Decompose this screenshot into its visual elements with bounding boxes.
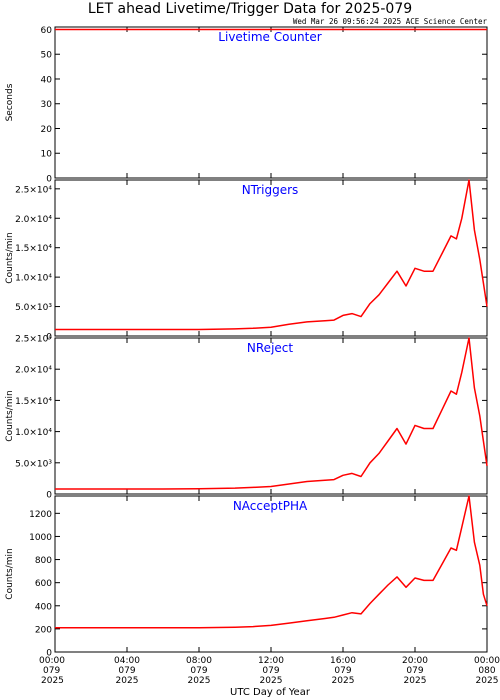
x-tick-label-year: 2025 [260, 676, 283, 686]
x-tick-label-doy: 079 [118, 666, 135, 676]
y-tick-label: 1000 [29, 533, 52, 543]
y-tick-label: 30 [41, 100, 53, 110]
series-line [55, 337, 488, 490]
y-axis-label: Seconds [5, 83, 15, 121]
series-line [55, 495, 488, 629]
y-tick-label: 60 [41, 26, 53, 36]
x-tick-label-year: 2025 [116, 676, 139, 686]
x-tick-label-time: 08:00 [186, 656, 212, 666]
x-axis-label: UTC Day of Year [230, 687, 311, 698]
x-tick-label-time: 00:00 [474, 656, 500, 666]
x-tick-label-time: 16:00 [330, 656, 356, 666]
y-tick-label: 1.0×10⁴ [15, 428, 52, 438]
x-tick-label-year: 2025 [404, 676, 427, 686]
timestamp-note: Wed Mar 26 09:56:24 2025 ACE Science Cen… [293, 17, 488, 26]
series-line [55, 179, 488, 331]
y-axis-label: Counts/min [5, 390, 15, 441]
series-name-label: NAcceptPHA [233, 499, 308, 513]
series-name-label: Livetime Counter [218, 30, 321, 44]
y-tick-label: 800 [35, 556, 52, 566]
x-tick-label-doy: 079 [262, 666, 279, 676]
chart-title: LET ahead Livetime/Trigger Data for 2025… [88, 1, 412, 17]
x-tick-label-doy: 079 [190, 666, 207, 676]
series-name-label: NTriggers [242, 183, 299, 197]
x-tick-label-doy: 080 [478, 666, 495, 676]
y-tick-label: 50 [41, 51, 53, 61]
y-tick-label: 200 [35, 625, 52, 635]
y-tick-label: 5.0×10³ [15, 303, 52, 313]
x-tick-label-year: 2025 [188, 676, 211, 686]
y-tick-label: 20 [41, 125, 53, 135]
x-tick-label-year: 2025 [41, 676, 64, 686]
y-tick-label: 0 [46, 649, 52, 659]
y-tick-label: 400 [35, 602, 52, 612]
plot-frame [54, 495, 488, 653]
y-tick-label: 40 [41, 75, 53, 85]
y-tick-label: 5.0×10³ [15, 459, 52, 469]
y-tick-label: 1.0×10⁴ [15, 274, 52, 284]
x-tick-label-time: 00:00 [39, 656, 65, 666]
y-tick-label: 1.5×10⁴ [15, 397, 52, 407]
x-tick-label-time: 20:00 [402, 656, 428, 666]
y-tick-label: 600 [35, 579, 52, 589]
y-tick-label: 2.0×10⁴ [15, 366, 52, 376]
y-tick-label: 0 [46, 333, 52, 343]
x-tick-label-doy: 079 [406, 666, 423, 676]
y-tick-label: 1.5×10⁴ [15, 244, 52, 254]
x-tick-label-year: 2025 [476, 676, 499, 686]
x-tick-label-time: 12:00 [258, 656, 284, 666]
y-tick-label: 2.5×10⁴ [15, 335, 52, 345]
plot-frame [54, 337, 488, 495]
y-tick-label: 0 [46, 491, 52, 501]
x-tick-label-doy: 079 [334, 666, 351, 676]
series-name-label: NReject [247, 341, 293, 355]
y-tick-label: 10 [41, 150, 53, 160]
x-tick-label-time: 04:00 [114, 656, 140, 666]
y-tick-label: 2.5×10⁴ [15, 185, 52, 195]
y-tick-label: 1200 [29, 510, 52, 520]
y-tick-label: 2.0×10⁴ [15, 215, 52, 225]
y-tick-label: 0 [46, 175, 52, 185]
y-axis-label: Counts/min [5, 548, 15, 599]
x-tick-label-doy: 079 [43, 666, 60, 676]
x-tick-label-year: 2025 [332, 676, 355, 686]
plot-frame [54, 179, 488, 337]
plot-frame [54, 26, 488, 179]
y-axis-label: Counts/min [5, 232, 15, 283]
